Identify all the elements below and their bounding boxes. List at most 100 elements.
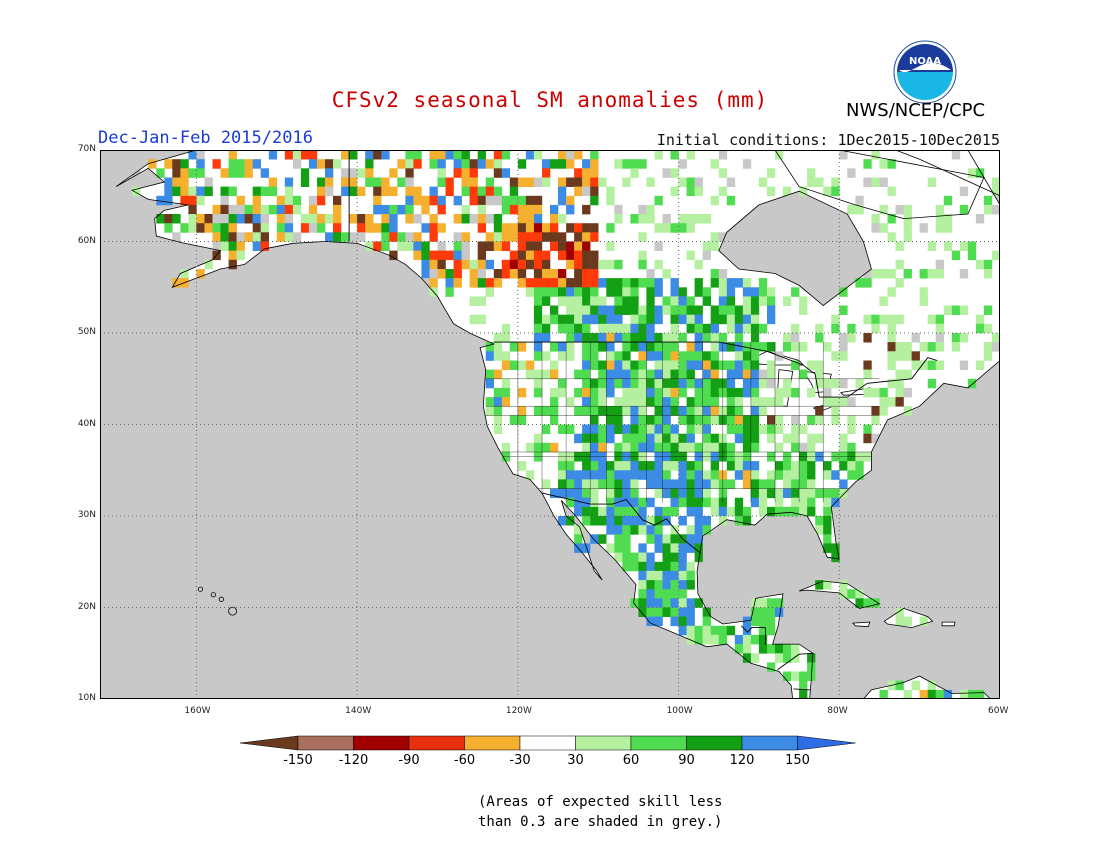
anomaly-cell xyxy=(582,543,591,553)
anomaly-cell xyxy=(662,433,671,444)
anomaly-cell xyxy=(807,461,816,471)
anomaly-cell xyxy=(196,168,205,178)
anomaly-cell xyxy=(574,296,583,306)
anomaly-cell xyxy=(566,461,575,471)
anomaly-cell xyxy=(550,287,559,297)
anomaly-cell xyxy=(606,387,615,398)
anomaly-cell xyxy=(847,323,856,334)
anomaly-cell xyxy=(630,561,639,572)
anomaly-cell xyxy=(694,543,703,553)
anomaly-cell xyxy=(767,433,776,444)
anomaly-cell xyxy=(694,278,703,288)
anomaly-cell xyxy=(180,186,189,197)
anomaly-cell xyxy=(654,369,663,380)
anomaly-cell xyxy=(397,159,406,169)
anomaly-cell xyxy=(678,406,687,416)
legend-tick-label: 60 xyxy=(623,753,640,768)
anomaly-cell xyxy=(670,387,679,398)
anomaly-cell xyxy=(606,186,615,197)
anomaly-cell xyxy=(742,278,752,288)
coastlines xyxy=(115,150,1000,699)
anomaly-cell xyxy=(477,259,486,270)
anomaly-cell xyxy=(935,259,944,270)
anomaly-cell xyxy=(702,497,711,508)
anomaly-cell xyxy=(807,360,816,370)
anomaly-cell xyxy=(694,406,703,416)
anomaly-cell xyxy=(308,159,318,169)
anomaly-cell xyxy=(582,204,591,215)
anomaly-cell xyxy=(791,415,800,425)
anomaly-cell xyxy=(783,671,792,681)
anomaly-cell xyxy=(533,351,543,361)
anomaly-cell xyxy=(566,195,575,206)
political-border-1 xyxy=(541,492,702,554)
anomaly-cell xyxy=(879,159,888,169)
anomaly-cell xyxy=(533,305,543,315)
anomaly-cell xyxy=(678,570,687,581)
anomaly-cell xyxy=(670,561,679,572)
anomaly-cell xyxy=(903,369,912,380)
anomaly-cell xyxy=(670,543,679,553)
anomaly-cell xyxy=(662,534,671,544)
anomaly-cell xyxy=(542,333,551,343)
anomaly-cell xyxy=(501,150,511,160)
anomaly-cell xyxy=(469,269,478,279)
anomaly-cell xyxy=(678,387,687,398)
anomaly-cell xyxy=(550,387,559,398)
anomaly-cell xyxy=(767,424,776,434)
anomaly-cell xyxy=(750,433,760,444)
anomaly-cell xyxy=(429,150,438,160)
anomaly-cell xyxy=(317,159,326,169)
anomaly-cell xyxy=(670,534,679,544)
anomaly-cell xyxy=(686,351,695,361)
anomaly-cell xyxy=(558,287,567,297)
anomaly-cell xyxy=(992,250,1000,261)
anomaly-cell xyxy=(533,195,543,206)
anomaly-cell xyxy=(582,241,591,251)
anomaly-cell xyxy=(638,589,647,599)
anomaly-cell xyxy=(783,186,792,197)
anomaly-cell xyxy=(694,470,703,480)
anomaly-cell xyxy=(646,296,655,306)
anomaly-cell xyxy=(815,516,824,526)
anomaly-cell xyxy=(678,378,687,389)
anomaly-cell xyxy=(533,278,543,288)
anomaly-cell xyxy=(967,689,977,699)
anomaly-cell xyxy=(333,204,342,215)
anomaly-cell xyxy=(509,195,519,206)
anomaly-cell xyxy=(847,397,856,407)
anomaly-cell xyxy=(734,634,744,645)
anomaly-cell xyxy=(292,159,302,169)
anomaly-cell xyxy=(935,314,944,325)
anomaly-cell xyxy=(533,241,543,251)
anomaly-cell xyxy=(630,360,639,370)
anomaly-cell xyxy=(758,369,768,380)
anomaly-cell xyxy=(542,250,551,261)
anomaly-cell xyxy=(566,296,575,306)
anomaly-cell xyxy=(606,506,615,517)
anomaly-cell xyxy=(983,269,993,279)
anomaly-cell xyxy=(501,232,511,242)
anomaly-cell xyxy=(678,314,687,325)
anomaly-cell xyxy=(582,159,591,169)
anomaly-cell xyxy=(284,204,294,215)
anomaly-cell xyxy=(750,479,760,489)
anomaly-cell xyxy=(533,406,543,416)
anomaly-cell xyxy=(582,497,591,508)
anomaly-cell xyxy=(453,168,462,178)
anomaly-cell xyxy=(646,479,655,489)
anomaly-cell xyxy=(734,333,744,343)
anomaly-cell xyxy=(686,607,695,617)
anomaly-cell xyxy=(590,314,599,325)
anomaly-cell xyxy=(887,232,896,242)
anomaly-cell xyxy=(670,305,679,315)
anomaly-cell xyxy=(638,607,647,617)
anomaly-cell xyxy=(566,314,575,325)
chart-title: CFSv2 seasonal SM anomalies (mm) xyxy=(331,88,769,112)
anomaly-cell xyxy=(188,204,197,215)
anomaly-cell xyxy=(349,232,358,242)
anomaly-cell xyxy=(606,259,615,270)
anomaly-cell xyxy=(533,177,543,187)
anomaly-cell xyxy=(509,232,519,242)
anomaly-cell xyxy=(710,397,719,407)
